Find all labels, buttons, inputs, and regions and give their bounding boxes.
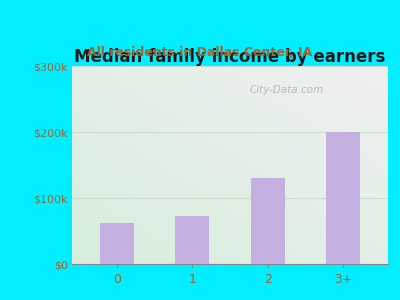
Bar (251, 178, 284, 264)
Bar (326, 132, 360, 264)
Bar (100, 223, 134, 264)
Text: All residents in Dallas Center, IA: All residents in Dallas Center, IA (87, 46, 313, 59)
Title: Median family income by earners: Median family income by earners (74, 48, 386, 66)
Bar (176, 217, 209, 264)
Text: City-Data.com: City-Data.com (250, 85, 324, 95)
